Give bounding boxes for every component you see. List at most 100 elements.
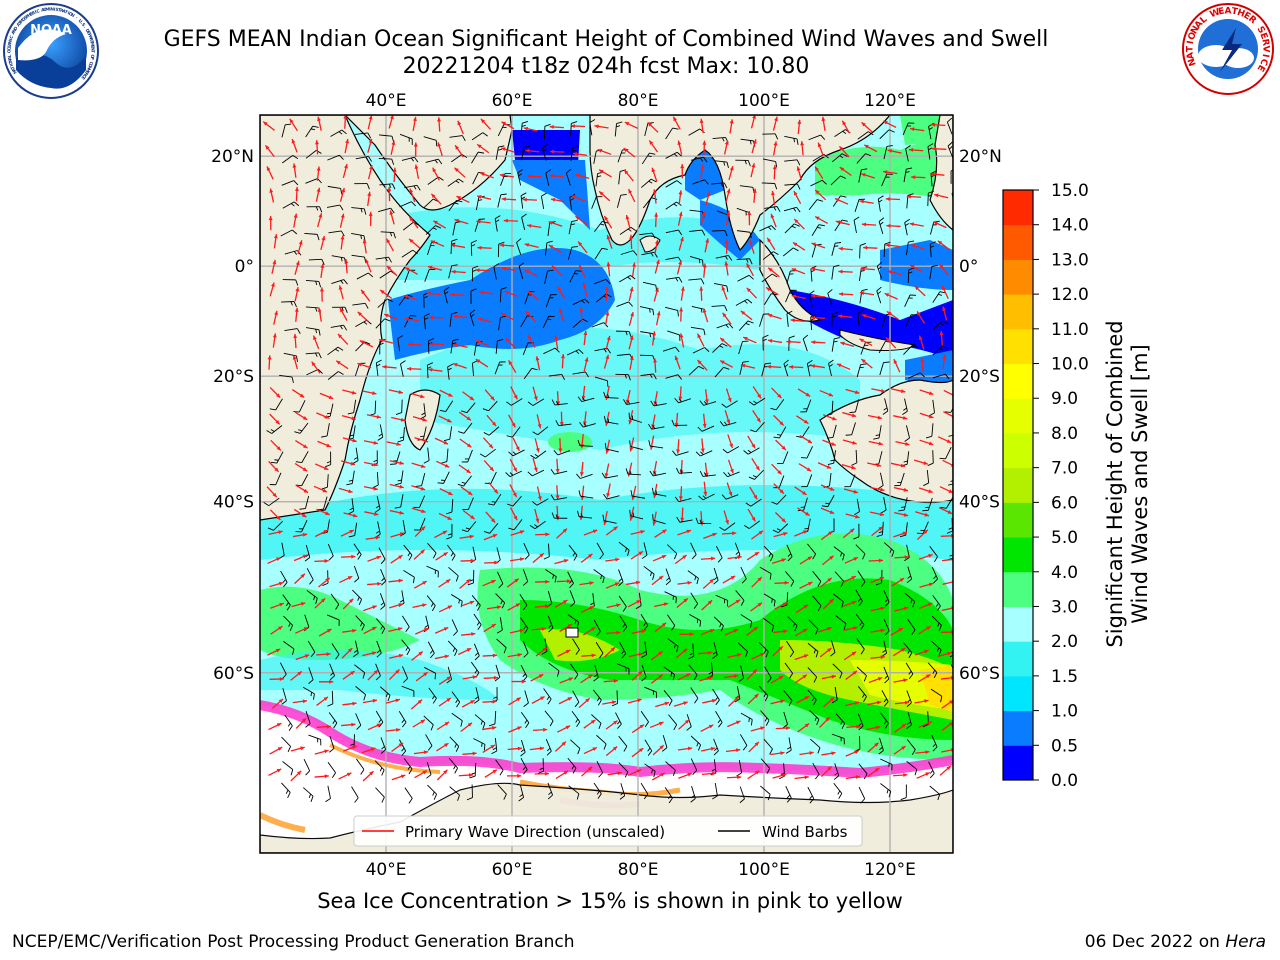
wave-direction-arrow [454,144,464,158]
wave-direction-arrow [529,746,545,751]
wind-barb [739,360,749,375]
svg-text:T: T [88,40,95,44]
wave-direction-arrow [438,605,453,613]
wave-direction-arrow [341,414,356,421]
wind-barb [642,197,658,209]
wind-barb [380,568,387,586]
colorbar-segment [1003,328,1033,365]
wave-direction-arrow [817,626,832,633]
wave-direction-arrow [679,333,685,348]
wave-direction-arrow [438,676,452,685]
wind-barb [279,662,287,680]
wave-direction-arrow [363,440,379,445]
wave-direction-arrow [838,269,853,274]
wind-barb [830,175,847,186]
svg-text:N: N [11,27,18,33]
svg-text:A: A [41,7,46,14]
wave-direction-arrow [484,560,499,565]
wind-barb [451,619,458,636]
wind-barb [308,258,325,265]
wave-direction-arrow [479,290,494,295]
wind-barb [591,714,602,729]
svg-text:O: O [67,11,73,18]
wind-barb [629,440,644,451]
wave-direction-arrow [678,386,683,401]
wind-barb [662,346,680,353]
wave-direction-arrow [842,411,857,418]
wind-barb [427,176,444,185]
wave-direction-arrow [727,720,741,728]
svg-text:R: R [1259,38,1270,47]
wind-barb [735,590,745,606]
wind-barb [827,450,836,466]
wave-direction-arrow [320,263,325,278]
wind-barb [491,738,498,755]
wave-direction-arrow [627,188,636,203]
wind-barb [906,193,914,209]
wind-barb [800,446,813,459]
wave-direction-arrow [509,484,518,498]
wave-direction-arrow [583,746,598,755]
wave-direction-arrow [479,172,494,179]
wind-barb [929,264,938,280]
wave-direction-arrow [870,655,885,660]
svg-text:A: A [87,35,94,41]
wave-direction-arrow [271,698,284,709]
wave-direction-arrow [727,459,734,474]
wave-direction-arrow [314,597,326,609]
wave-direction-arrow [294,307,299,322]
wind-barb [932,373,950,380]
wind-barb [635,592,642,610]
wave-direction-arrow [342,701,357,706]
wind-barb [355,615,365,631]
wind-barb [908,372,925,379]
wave-direction-arrow [704,389,709,404]
wind-barb [692,347,710,354]
wind-barb [494,664,501,682]
wave-direction-arrow [846,724,861,729]
wave-direction-arrow [605,439,611,454]
wave-direction-arrow [461,632,476,636]
wave-direction-arrow [295,484,309,494]
svg-text:T: T [64,9,69,16]
wind-barb [473,643,480,661]
wind-barb [596,734,607,750]
svg-text:S: S [55,7,59,13]
wave-direction-arrow [269,746,283,755]
wind-barb [906,566,913,584]
wave-direction-arrow [700,628,715,636]
wind-barb [690,758,698,775]
wave-direction-arrow [770,213,777,228]
map-legend: Primary Wave Direction (unscaled) Wind B… [353,815,863,847]
svg-text:C: C [36,8,41,15]
wave-direction-arrow [531,627,546,631]
wave-direction-arrow [654,602,669,608]
wind-barb [855,544,866,560]
wave-direction-arrow [721,285,728,300]
wind-barb [395,470,404,486]
wind-barb [380,737,387,754]
svg-text:E: E [84,69,91,75]
wind-barb [903,344,919,355]
colorbar-tick-label: 14.0 [1051,216,1089,236]
wind-barb [569,590,576,607]
wind-barb [808,199,823,211]
wind-barb [308,734,322,746]
wind-barb [326,204,344,211]
wave-direction-arrow [702,413,707,429]
wind-barb [907,618,916,636]
wind-barb [625,468,641,476]
colorbar-segment [1003,641,1033,677]
wave-direction-arrow [837,314,853,319]
wave-direction-arrow [870,576,885,584]
wind-barb [327,346,344,356]
wind-barb [713,738,719,756]
wave-direction-arrow [581,766,593,777]
wind-barb [932,291,946,303]
wave-direction-arrow [747,770,760,780]
wind-barb [851,449,858,466]
wind-barb [906,739,916,755]
wind-barb [351,232,366,242]
svg-text:D: D [13,25,20,32]
